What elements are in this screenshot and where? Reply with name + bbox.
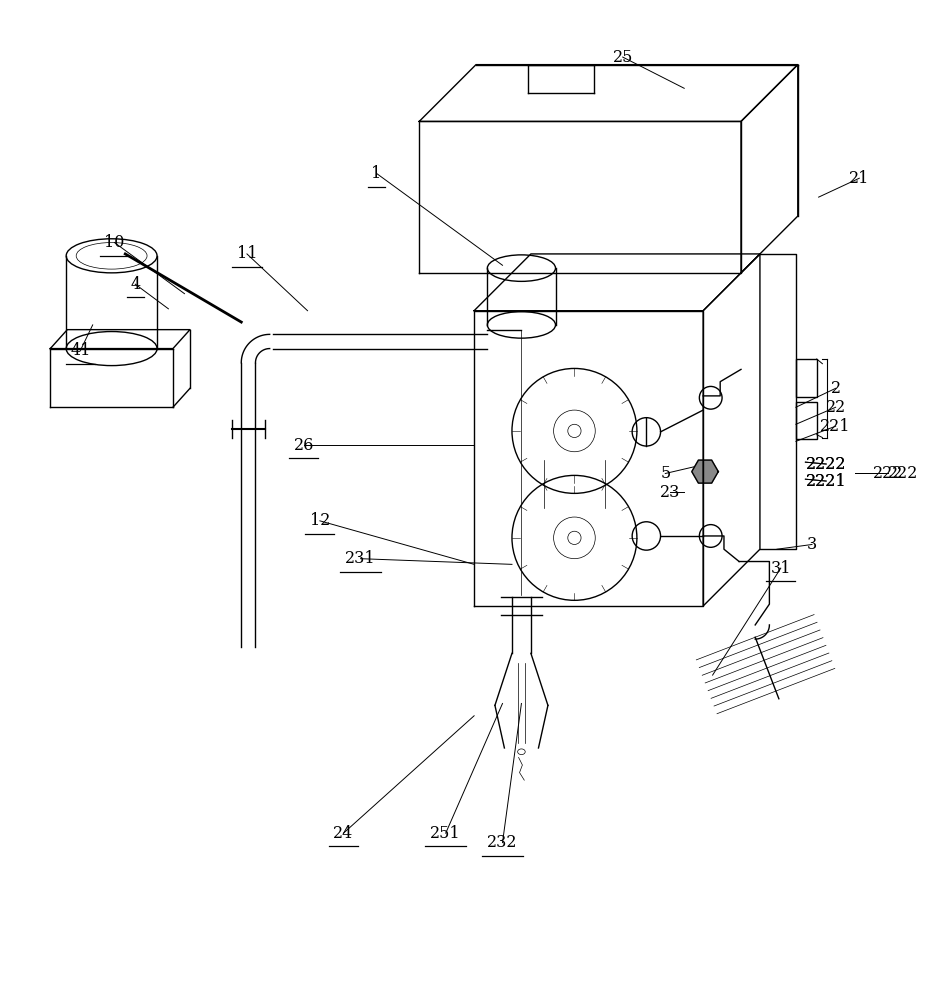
Text: 221: 221 [821,418,851,435]
Circle shape [567,531,581,544]
Text: 4: 4 [130,276,140,293]
Text: 41: 41 [70,342,90,359]
Text: 26: 26 [293,437,314,454]
Text: 2221: 2221 [806,473,846,490]
Polygon shape [692,460,719,483]
Text: 21: 21 [849,170,869,187]
Text: 231: 231 [346,550,376,567]
Text: 23: 23 [660,484,681,501]
Bar [796,402,817,439]
Text: 3: 3 [807,536,817,553]
Text: 5: 5 [660,465,670,482]
Text: 2222: 2222 [806,456,846,473]
Text: 31: 31 [770,560,791,577]
Bar [796,359,817,397]
Text: 232: 232 [487,834,518,851]
Circle shape [567,424,581,438]
Text: 25: 25 [612,49,633,66]
Text: 10: 10 [105,234,125,251]
Text: 24: 24 [333,825,353,842]
Text: 2: 2 [830,380,841,397]
Text: 12: 12 [309,512,330,529]
Text: 2222: 2222 [806,456,846,473]
Text: 222: 222 [873,465,902,482]
Text: 11: 11 [237,245,257,262]
Text: 251: 251 [430,825,461,842]
Text: 22: 22 [825,399,845,416]
Text: 1: 1 [371,165,382,182]
Text: 2221: 2221 [806,473,846,490]
Text: 222: 222 [887,465,918,482]
